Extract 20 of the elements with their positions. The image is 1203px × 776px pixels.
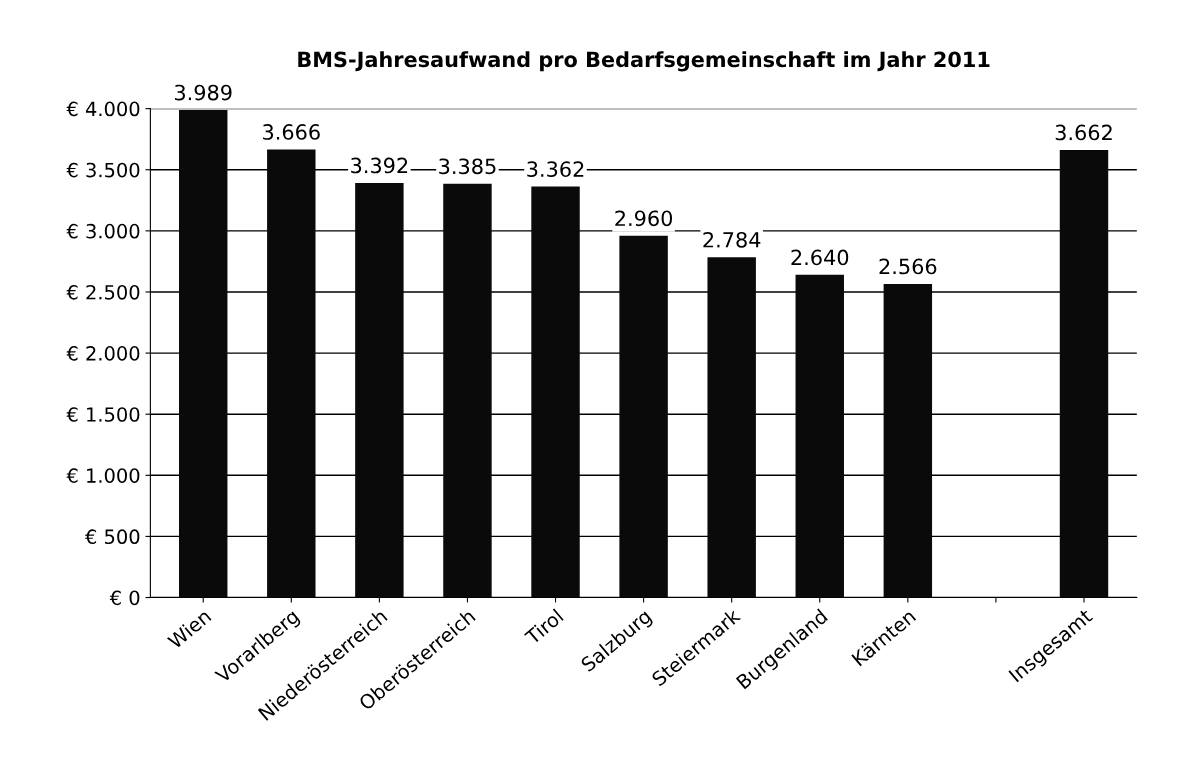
y-tick-label: € 2.500 [66,284,140,300]
y-tick-label: € 2.000 [66,346,140,361]
y-tick-label: € 0 [109,590,140,606]
data-label: 3.362 [527,161,584,178]
data-label: 2.784 [703,231,761,248]
y-tick-label: € 4.000 [66,101,140,117]
data-label: 2.566 [879,258,937,275]
data-label: 2.960 [615,210,673,227]
y-tick-label: € 500 [84,529,140,545]
y-tick-label: € 3.000 [66,223,140,239]
data-label: 3.989 [174,84,232,101]
data-label: 3.662 [1055,124,1112,141]
y-tick-label: € 3.500 [66,162,140,178]
data-label: 2.640 [791,249,849,266]
y-tick-label: € 1.000 [66,468,140,483]
data-label: 3.392 [351,157,408,174]
y-tick-label: € 1.500 [66,407,140,422]
chart-title: BMS-Jahresaufwand pro Bedarfsgemeinschaft im Jahr 2011 [298,51,990,72]
data-label: 3.385 [439,158,496,175]
data-label: 3.666 [263,124,320,140]
